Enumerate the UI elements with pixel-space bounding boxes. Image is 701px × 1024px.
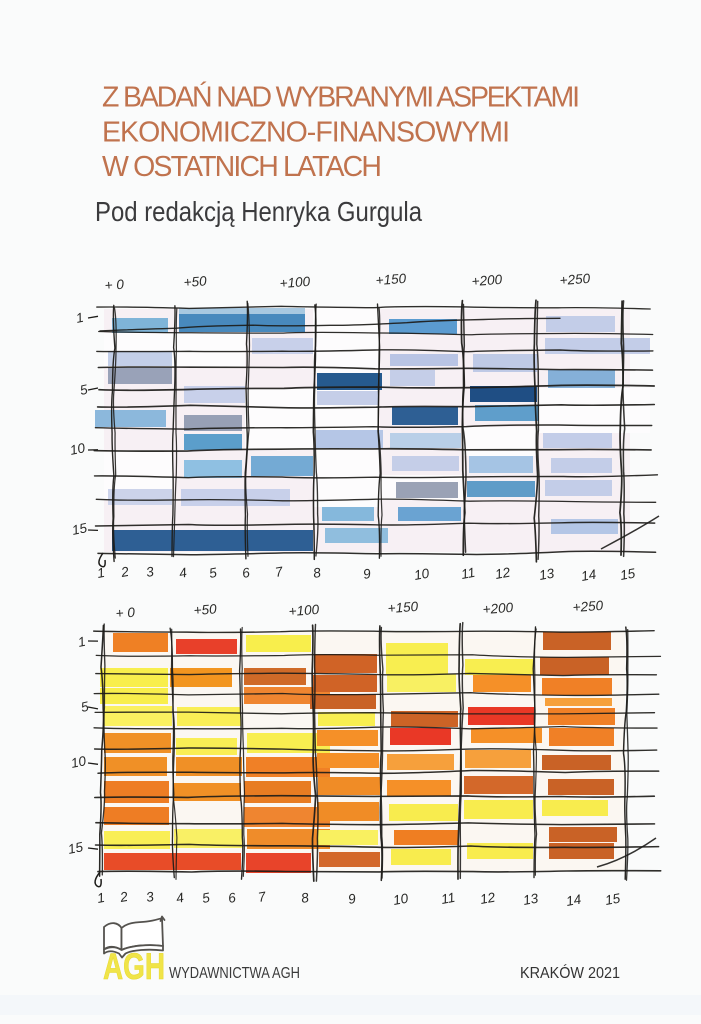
svg-text:15: 15 (71, 520, 89, 538)
svg-text:7: 7 (274, 564, 284, 580)
svg-text:WYDAWNICTWA AGH: WYDAWNICTWA AGH (169, 965, 300, 982)
svg-text:+250: +250 (559, 271, 591, 288)
svg-text:9: 9 (362, 566, 372, 582)
svg-text:+250: +250 (572, 598, 604, 615)
svg-text:15: 15 (604, 890, 622, 907)
svg-text:10: 10 (413, 565, 431, 582)
svg-text:Z BADAŃ NAD WYBRANYMI ASPEKTAM: Z BADAŃ NAD WYBRANYMI ASPEKTAMI (102, 82, 580, 114)
svg-text:Pod redakcją Henryka Gurgula: Pod redakcją Henryka Gurgula (95, 196, 422, 227)
svg-text:13: 13 (538, 565, 556, 582)
svg-text:10: 10 (69, 440, 87, 458)
svg-text:13: 13 (522, 890, 540, 907)
svg-text:+100: +100 (288, 602, 320, 619)
svg-text:14: 14 (565, 892, 582, 909)
svg-text:+200: +200 (482, 600, 514, 617)
svg-text:5: 5 (79, 382, 90, 398)
svg-text:15: 15 (619, 565, 637, 582)
svg-text:6: 6 (241, 565, 251, 581)
svg-text:3: 3 (145, 889, 155, 905)
svg-text:EKONOMICZNO-FINANSOWYMI: EKONOMICZNO-FINANSOWYMI (102, 117, 510, 149)
svg-text:10: 10 (392, 890, 410, 907)
svg-text:+ 0: + 0 (115, 605, 136, 621)
svg-text:+50: +50 (183, 273, 207, 290)
svg-text:8: 8 (300, 890, 310, 906)
svg-text:14: 14 (580, 567, 597, 584)
svg-text:2: 2 (118, 889, 129, 905)
svg-text:1: 1 (96, 565, 106, 581)
svg-text:11: 11 (440, 890, 456, 907)
svg-text:10: 10 (70, 753, 88, 771)
svg-text:+150: +150 (387, 599, 419, 616)
svg-text:7: 7 (257, 889, 267, 905)
svg-text:5: 5 (201, 890, 211, 906)
svg-text:+150: +150 (375, 271, 407, 288)
svg-text:4: 4 (178, 565, 188, 581)
svg-text:+200: +200 (471, 272, 503, 289)
svg-text:6: 6 (227, 890, 237, 906)
svg-text:+50: +50 (193, 601, 217, 618)
svg-text:12: 12 (494, 564, 512, 581)
svg-text:KRAKÓW 2021: KRAKÓW 2021 (520, 963, 620, 982)
svg-text:9: 9 (347, 891, 357, 907)
svg-text:12: 12 (479, 889, 497, 906)
svg-text:15: 15 (67, 839, 85, 857)
svg-text:AGH: AGH (103, 946, 165, 987)
svg-text:8: 8 (312, 565, 322, 581)
svg-text:5: 5 (208, 565, 218, 581)
svg-text:5: 5 (80, 699, 91, 715)
svg-text:2: 2 (119, 564, 130, 580)
svg-text:+100: +100 (279, 274, 311, 291)
svg-text:1: 1 (96, 890, 106, 906)
svg-text:W OSTATNICH LATACH: W OSTATNICH LATACH (102, 151, 382, 183)
svg-text:+ 0: + 0 (104, 277, 125, 293)
svg-text:4: 4 (175, 890, 185, 906)
svg-text:1: 1 (75, 310, 85, 326)
svg-text:3: 3 (145, 564, 155, 580)
svg-text:11: 11 (460, 565, 476, 582)
svg-text:1: 1 (77, 634, 87, 650)
